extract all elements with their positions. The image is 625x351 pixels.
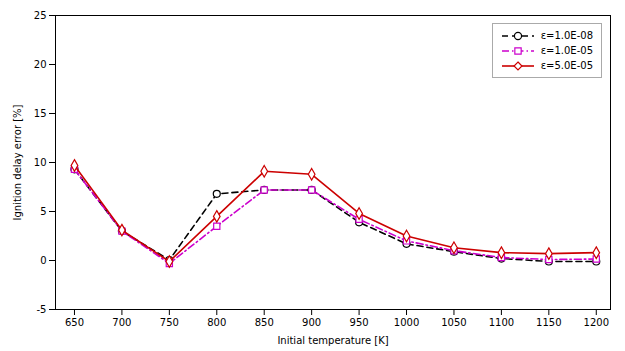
html-text:ε=1.0E-05: ε=1.0E-05: [540, 45, 593, 56]
svg-text:650: 650: [65, 317, 84, 328]
svg-text:850: 850: [255, 317, 274, 328]
svg-text:20: 20: [34, 59, 47, 70]
svg-text:Ignition delay error [%]: Ignition delay error [%]: [12, 104, 23, 220]
svg-text:15: 15: [34, 108, 47, 119]
svg-text:1000: 1000: [394, 317, 419, 328]
svg-text:1150: 1150: [536, 317, 561, 328]
html-text:ε=1.0E-08: ε=1.0E-08: [540, 30, 593, 41]
svg-text:950: 950: [350, 317, 369, 328]
svg-text:0: 0: [40, 255, 46, 266]
svg-text:1100: 1100: [489, 317, 514, 328]
svg-text:750: 750: [160, 317, 179, 328]
svg-text:-5: -5: [37, 304, 47, 315]
svg-text:5: 5: [40, 206, 46, 217]
svg-text:Initial temperature [K]: Initial temperature [K]: [277, 335, 388, 346]
svg-text:800: 800: [207, 317, 226, 328]
svg-text:1050: 1050: [441, 317, 466, 328]
svg-text:900: 900: [302, 317, 321, 328]
svg-text:25: 25: [34, 10, 47, 21]
svg-text:1200: 1200: [584, 317, 609, 328]
html-text:ε=5.0E-05: ε=5.0E-05: [540, 60, 593, 71]
svg-text:700: 700: [112, 317, 131, 328]
svg-text:10: 10: [34, 157, 47, 168]
